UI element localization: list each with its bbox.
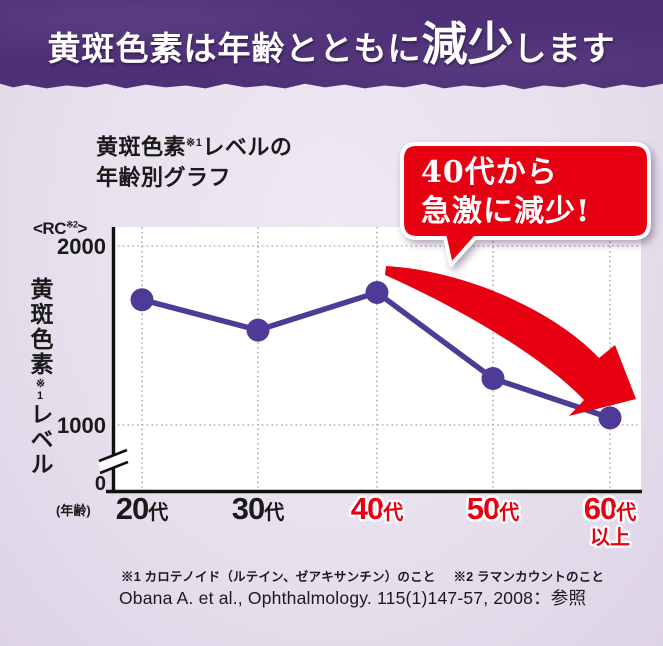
- y-unit-open: <RC: [33, 219, 66, 238]
- citation: Obana A. et al., Ophthalmology. 115(1)14…: [119, 588, 587, 608]
- y-tick-1000: 1000: [57, 413, 106, 438]
- y-axis-label: 黄斑色素※1レベル: [27, 277, 53, 477]
- chart-title-main: 黄斑色素: [96, 134, 187, 160]
- x-label-40s: 40代: [350, 491, 404, 526]
- y-unit-close: >: [77, 219, 88, 238]
- title-prefix: 黄斑色素は年齢とともに: [47, 29, 422, 68]
- title-suffix: します: [513, 29, 616, 68]
- page-title: 黄斑色素は年齢とともに減少します: [48, 8, 616, 74]
- footnote-2: ※2 ラマンカウントのこと: [453, 570, 605, 584]
- data-point-50代: [481, 366, 505, 390]
- y-label-rest: レベル: [27, 402, 53, 477]
- chart-title: 黄斑色素※1レベルの 年齢別グラフ: [96, 128, 292, 193]
- y-axis-unit: <RC※2>: [33, 219, 87, 239]
- data-series: [130, 281, 622, 430]
- data-point-30代: [246, 318, 270, 342]
- chart-title-line1: 黄斑色素※1レベルの: [96, 128, 292, 162]
- y-tick-0: 0: [94, 473, 106, 495]
- x-label-50s: 50代: [466, 491, 520, 526]
- callout-line2: 急激に減少!: [421, 194, 591, 229]
- callout-line1: 40代から: [421, 155, 558, 190]
- x-axis-caption: (年齢): [56, 503, 91, 518]
- x-label-30s: 30代: [231, 491, 285, 526]
- x-label-60s-plus: 60代 以上: [583, 491, 637, 549]
- decline-arrow-icon: [385, 266, 636, 416]
- data-point-20代: [130, 288, 154, 312]
- y-tick-2000: 2000: [57, 234, 106, 259]
- y-unit-footmark: ※2: [65, 219, 78, 230]
- callout-text: 40代から 急激に減少!: [421, 153, 636, 231]
- y-label-footmark: ※1: [34, 377, 46, 402]
- data-point-40代: [365, 281, 389, 305]
- axes: [106, 227, 642, 494]
- footnote-1: ※1 カロテノイド（ルテイン、ゼアキサンチン）のこと: [121, 570, 436, 584]
- chart-title-footmark: ※1: [186, 137, 203, 149]
- data-point-60代以上: [598, 406, 622, 430]
- y-label-main: 黄斑色素: [27, 277, 53, 377]
- x-label-20s: 20代: [115, 491, 169, 526]
- axis-break-icon: [98, 448, 129, 475]
- chart-title-line2: 年齢別グラフ: [96, 165, 232, 191]
- chart-title-rest: レベルの: [202, 134, 293, 160]
- header-banner: 黄斑色素は年齢とともに減少します: [0, 0, 663, 90]
- title-emphasis: 減少: [421, 17, 514, 71]
- footnotes: ※1 カロテノイド（ルテイン、ゼアキサンチン）のこと ※2 ラマンカウントのこと: [121, 566, 604, 585]
- gridlines: [113, 227, 641, 491]
